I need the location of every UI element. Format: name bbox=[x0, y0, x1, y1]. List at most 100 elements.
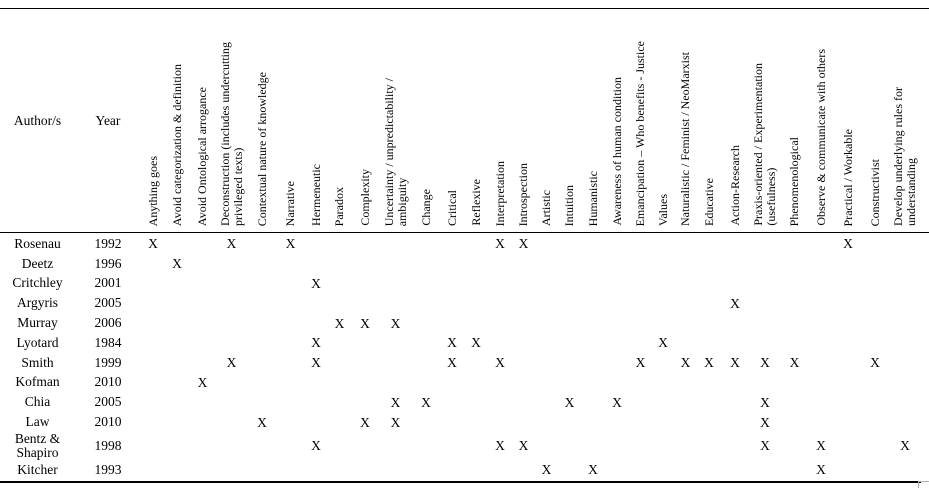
mark-cell: X bbox=[311, 335, 321, 351]
table-row: Rosenau 1992 X X X X X X bbox=[0, 234, 922, 254]
column-header: Observe & communicate with others bbox=[808, 9, 834, 232]
header-separator-line bbox=[0, 232, 929, 233]
mark-cell: X bbox=[447, 355, 457, 371]
author-cell: Bentz & Shapiro bbox=[14, 430, 61, 460]
column-header-label: Change bbox=[418, 189, 433, 226]
year-cell: 1999 bbox=[94, 354, 122, 370]
year-cell: 1984 bbox=[94, 334, 122, 350]
author-header: Author/s bbox=[13, 112, 62, 128]
mark-cell: X bbox=[518, 236, 529, 252]
column-header: Paradox bbox=[328, 9, 351, 232]
column-header: Constructivist bbox=[862, 9, 888, 232]
mark-cell: X bbox=[360, 414, 370, 430]
year-cell: 2006 bbox=[94, 315, 122, 331]
year-cell: 2001 bbox=[94, 275, 122, 291]
column-header-label: Deconstruction (includes undercutting pr… bbox=[217, 42, 245, 226]
column-header: Values bbox=[652, 9, 674, 232]
mark-cell: X bbox=[471, 335, 481, 351]
year-cell: 2005 bbox=[94, 394, 122, 410]
mark-cell: X bbox=[789, 355, 800, 371]
column-header-label: Reflexive bbox=[468, 179, 483, 226]
column-header: Avoid categorization & definition bbox=[165, 9, 189, 232]
mark-cell: X bbox=[226, 355, 237, 371]
mark-cell: X bbox=[612, 394, 622, 410]
mark-cell: X bbox=[588, 462, 598, 478]
author-cell: Critchley bbox=[12, 275, 63, 291]
column-header: Avoid Ontological arrogance bbox=[189, 9, 216, 232]
column-header-label: Hermeneutic bbox=[308, 164, 323, 226]
mark-cell: X bbox=[311, 438, 321, 454]
column-header-label: Avoid Ontological arrogance bbox=[195, 86, 209, 226]
column-header: Emancipation – Who benefits - Justice bbox=[629, 9, 652, 232]
column-header-label: Awareness of human condition bbox=[609, 77, 624, 226]
table-row: Smith 1999 X X X X X X X X X X X bbox=[0, 353, 922, 373]
mark-cell: X bbox=[390, 394, 401, 410]
mark-cell: X bbox=[360, 315, 370, 331]
mark-cell: X bbox=[843, 236, 853, 252]
column-header-label: Values bbox=[655, 194, 670, 226]
column-header: Deconstruction (includes undercutting pr… bbox=[216, 9, 247, 232]
mark-cell: X bbox=[226, 236, 237, 252]
column-header: Reflexive bbox=[464, 9, 488, 232]
column-header-label: Practical / Workable bbox=[840, 128, 855, 226]
mark-cell: X bbox=[311, 275, 321, 291]
mark-cell: X bbox=[730, 295, 740, 311]
mark-cell: X bbox=[421, 394, 431, 410]
column-header: Complexity bbox=[351, 9, 379, 232]
mark-cell: X bbox=[760, 414, 770, 430]
mark-cell: X bbox=[816, 438, 826, 454]
column-header-label: Develop underlying rules for understandi… bbox=[891, 87, 918, 226]
column-header: Develop underlying rules for understandi… bbox=[888, 9, 922, 232]
column-header: Artistic bbox=[535, 9, 558, 232]
mark-cell: X bbox=[495, 438, 505, 454]
column-header-label: Avoid categorization & definition bbox=[169, 63, 184, 226]
table-row: Deetz 1996 X bbox=[0, 254, 922, 274]
mark-cell: X bbox=[390, 414, 401, 430]
mark-cell: X bbox=[285, 236, 296, 252]
column-header-label: Phenomenological bbox=[787, 136, 801, 226]
table-row: Murray 2006 X X X bbox=[0, 313, 922, 333]
column-header: Humanistic bbox=[581, 9, 605, 232]
column-header: Practical / Workable bbox=[834, 9, 862, 232]
table-row: Chia 2005 X X X X X bbox=[0, 392, 922, 412]
author-cell: Chia bbox=[24, 394, 51, 410]
column-header-label: Educative bbox=[701, 178, 716, 226]
mark-cell: X bbox=[257, 414, 267, 430]
column-header: Interpretation bbox=[488, 9, 512, 232]
mark-cell: X bbox=[334, 315, 345, 331]
column-header: Naturalistic / Feminist / NeoMarxist bbox=[674, 9, 697, 232]
year-cell: 1992 bbox=[94, 235, 122, 251]
mark-cell: X bbox=[760, 355, 770, 371]
mark-cell: X bbox=[447, 335, 457, 351]
author-cell: Kitcher bbox=[17, 461, 58, 477]
column-header: Uncertainty / unpredictability / ambigui… bbox=[379, 9, 412, 232]
column-header: Phenomenological bbox=[781, 9, 808, 232]
mark-cell: X bbox=[495, 355, 505, 371]
mark-cell: X bbox=[148, 236, 158, 252]
column-header: Critical bbox=[440, 9, 464, 232]
column-header-label: Critical bbox=[444, 190, 459, 226]
column-header-label: Action-Research bbox=[727, 145, 742, 226]
column-header-label: Contextual nature of knowledge bbox=[254, 71, 269, 226]
table-row: Lyotard 1984 X X X X bbox=[0, 333, 922, 353]
author-cell: Rosenau bbox=[14, 235, 61, 251]
table-row: Kitcher 1993 X X X bbox=[0, 460, 922, 480]
table-row: Argyris 2005 X bbox=[0, 293, 922, 313]
column-header-label: Observe & communicate with others bbox=[813, 49, 828, 226]
table-header-row: Author/s Year Anything goes Avoid categor… bbox=[0, 9, 922, 232]
mark-cell: X bbox=[704, 355, 714, 371]
mark-cell: X bbox=[730, 355, 740, 371]
year-header: Year bbox=[95, 112, 121, 128]
column-header-label: Constructivist bbox=[867, 158, 882, 226]
adjacent-table-corner-artifact bbox=[918, 481, 929, 488]
column-header-label: Paradox bbox=[332, 186, 346, 226]
author-cell: Smith bbox=[21, 354, 54, 370]
year-cell: 1996 bbox=[94, 255, 122, 271]
column-header-label: Artistic bbox=[539, 190, 553, 226]
mark-cell: X bbox=[311, 355, 321, 371]
column-header: Contextual nature of knowledge bbox=[247, 9, 277, 232]
column-header-label: Interpretation bbox=[492, 160, 507, 226]
column-header-label: Emancipation – Who benefits - Justice bbox=[633, 40, 647, 226]
column-header: Change bbox=[412, 9, 440, 232]
author-cell: Argyris bbox=[16, 295, 58, 311]
